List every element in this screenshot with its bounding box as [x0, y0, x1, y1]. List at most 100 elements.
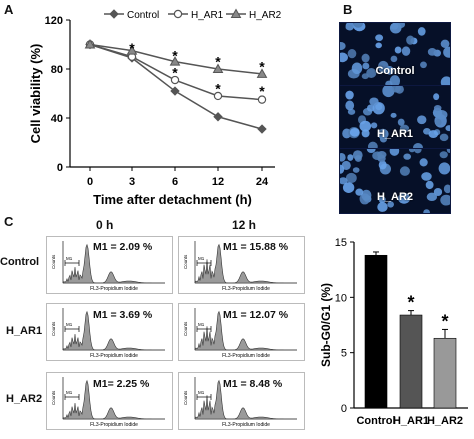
x-tick-label: 24	[256, 176, 269, 188]
cell-nucleus	[443, 184, 450, 194]
data-point	[170, 86, 180, 96]
x-tick-label: Control	[356, 415, 395, 427]
panel-label-b: B	[343, 2, 353, 17]
cell-nucleus	[445, 125, 450, 132]
x-tick-label: 12	[212, 176, 224, 188]
cell-nucleus	[399, 166, 410, 176]
cell-nucleus	[433, 188, 443, 196]
hist-x-label: FL3-Propidium Iodide	[222, 353, 270, 359]
cell-nucleus	[340, 153, 346, 162]
data-point	[170, 75, 180, 85]
data-point	[257, 95, 267, 104]
cell-nucleus	[439, 133, 449, 142]
cell-nucleus	[435, 119, 442, 126]
cell-nucleus	[417, 27, 426, 36]
cell-nucleus	[367, 141, 378, 150]
m1-value: M1 = 15.88 %	[223, 241, 289, 253]
cell-nucleus	[394, 46, 402, 54]
cell-nucleus	[345, 24, 353, 31]
significance-star: *	[172, 47, 178, 63]
cell-nucleus	[361, 73, 369, 80]
hist-x-label: FL3-Propidium Iodide	[222, 286, 270, 292]
m1-gate-label: M1	[66, 322, 73, 327]
bar	[364, 254, 388, 409]
cell-nucleus	[387, 201, 394, 208]
series-h-ar1	[85, 40, 267, 104]
m1-value: M1 = 12.07 %	[223, 309, 289, 321]
cell-nucleus	[347, 48, 357, 59]
hist-y-label: Counts	[51, 321, 56, 336]
legend-marker	[230, 8, 242, 18]
cell-nucleus	[340, 41, 346, 51]
cell-nucleus	[427, 47, 437, 56]
cell-nucleus	[433, 93, 440, 101]
cell-nucleus	[366, 68, 377, 78]
cell-nucleus	[420, 61, 427, 69]
cell-nucleus	[366, 104, 375, 112]
cell-nucleus	[352, 150, 363, 160]
cell-nucleus	[385, 65, 394, 75]
hist-peak	[194, 243, 298, 284]
cell-nucleus	[443, 46, 450, 58]
hist-peak	[62, 243, 166, 284]
legend-label: Control	[127, 10, 159, 21]
cell-nucleus	[361, 53, 370, 63]
y-tick-label: 120	[45, 15, 63, 27]
hist-x-label: FL3-Propidium Iodide	[222, 422, 270, 428]
significance-star: *	[215, 53, 221, 69]
fluorescence-label: H_AR1	[376, 128, 414, 140]
bar	[433, 337, 457, 409]
data-point	[257, 124, 267, 134]
hist-y-label: Counts	[183, 321, 188, 336]
cell-nucleus	[423, 209, 430, 213]
hist-peak	[194, 379, 298, 420]
cell-nucleus	[355, 188, 364, 196]
cell-nucleus	[419, 158, 428, 167]
cell-nucleus	[351, 62, 363, 75]
cell-nucleus	[397, 118, 405, 126]
hist-peak	[194, 310, 298, 351]
flow-histogram: Counts FL3-Propidium Iodide M1	[178, 236, 305, 294]
cell-nucleus	[366, 149, 376, 154]
hist-peak	[62, 379, 166, 420]
cell-nucleus	[408, 149, 416, 153]
cell-nucleus	[389, 75, 401, 87]
legend-marker	[109, 9, 119, 19]
y-tick-label: 10	[335, 292, 347, 304]
data-point	[84, 38, 96, 49]
y-tick-label: 80	[51, 64, 63, 76]
cell-nucleus	[425, 180, 434, 190]
hist-y-label: Counts	[183, 390, 188, 405]
viability-line-chart: 0 40 80 120 0 3 6 12 24 Time after detachment (h)…	[28, 8, 282, 207]
data-point	[126, 45, 138, 55]
m1-value: M1 = 2.09 %	[93, 241, 153, 253]
y-axis-label: Sub-G0/G1 (%)	[319, 283, 333, 367]
significance-star: *	[172, 64, 178, 80]
significance-star: *	[215, 80, 221, 96]
data-point	[169, 56, 181, 66]
cell-nucleus	[399, 124, 410, 132]
hist-y-label: Counts	[51, 390, 56, 405]
row-label-control: Control	[0, 256, 40, 268]
cell-nucleus	[340, 52, 348, 63]
cell-nucleus	[359, 120, 372, 132]
m1-gate-label: M1	[198, 322, 205, 327]
fluorescence-label: H_AR2	[376, 191, 414, 203]
y-tick-label: 5	[341, 348, 347, 360]
legend-marker	[173, 9, 183, 19]
cell-nucleus	[390, 112, 397, 118]
cell-nucleus	[375, 34, 384, 42]
flow-histogram: Counts FL3-Propidium Iodide M1	[46, 372, 173, 430]
cell-nucleus	[345, 100, 355, 111]
cell-nucleus	[403, 153, 412, 160]
data-point	[213, 112, 223, 122]
x-tick-label: 3	[129, 176, 135, 188]
cell-nucleus	[433, 104, 442, 112]
hist-x-label: FL3-Propidium Iodide	[90, 353, 138, 359]
m1-gate-label: M1	[198, 390, 205, 395]
hist-x-label: FL3-Propidium Iodide	[90, 422, 138, 428]
cell-nucleus	[440, 76, 450, 87]
hist-y-label: Counts	[183, 254, 188, 269]
cell-nucleus	[362, 62, 370, 70]
x-tick-label: 6	[172, 176, 178, 188]
